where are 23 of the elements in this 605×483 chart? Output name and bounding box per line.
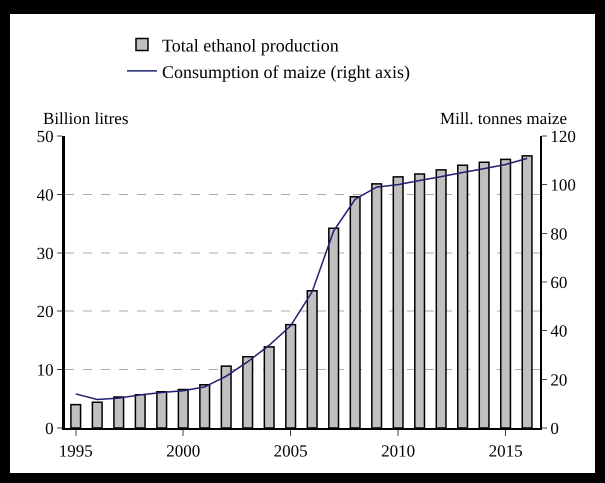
x-tick-label: 2000 [166,441,200,460]
y2-axis-title: Mill. tonnes maize [440,109,568,128]
y-tick-label: 50 [36,126,54,146]
y2-tick-label: 60 [550,272,568,292]
x-tick-label: 2010 [381,441,416,460]
y2-tick-label: 80 [550,224,568,244]
y2-tick-label: 100 [550,176,576,195]
legend-label: Consumption of maize (right axis) [162,62,410,82]
y2-tick-label: 120 [550,126,576,146]
legend-label: Total ethanol production [162,36,339,56]
line-series [75,158,528,400]
y-tick-label: 10 [36,360,54,380]
y-axis-title: Billion litres [43,109,128,128]
y2-tick-label: 40 [550,322,568,341]
x-tick-label: 2015 [488,441,523,460]
y-tick-label: 30 [36,244,54,263]
y-tick-label: 0 [45,418,54,438]
y2-tick-label: 0 [550,418,559,438]
x-tick-label: 2005 [274,441,308,460]
y-tick-label: 20 [36,302,54,322]
x-tick-label: 1995 [58,441,93,460]
y2-tick-label: 20 [550,370,568,390]
y-tick-label: 40 [36,185,54,204]
